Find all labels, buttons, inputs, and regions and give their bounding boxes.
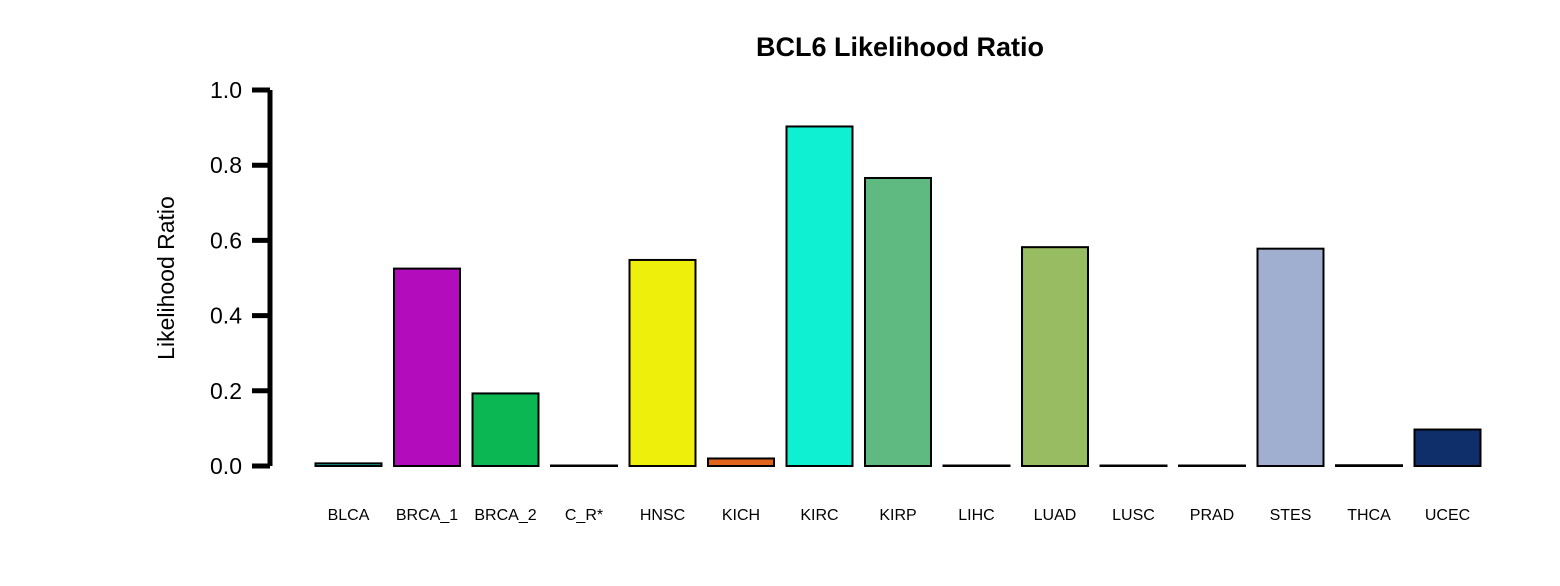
y-axis: 0.0 0.2 0.4 0.6 0.8 1.0: [210, 77, 273, 479]
x-tick-label: UCEC: [1425, 507, 1470, 524]
bar-blca: [314, 462, 383, 468]
y-tick-label: 0.6: [210, 227, 242, 253]
bar-brca-1: [393, 267, 461, 467]
bar-kich: [707, 457, 775, 468]
x-axis-labels: BLCA BRCA_1 BRCA_2 C_R* HNSC KICH KIRC KIRP LIHC…: [328, 507, 1471, 524]
bar-c-r: [550, 464, 618, 467]
bar-ucec: [1413, 428, 1482, 468]
bar-luad: [1021, 246, 1089, 467]
bar-prad: [1178, 464, 1246, 467]
bar-lusc: [1099, 464, 1168, 467]
bars: [314, 125, 1482, 468]
x-tick-label: BRCA_1: [396, 507, 458, 524]
y-tick-label: 1.0: [210, 77, 242, 103]
y-tick-label: 0.8: [210, 152, 242, 178]
bar-kirc: [785, 125, 854, 468]
chart-title: BCL6 Likelihood Ratio: [756, 32, 1044, 62]
bar-lihc: [942, 464, 1011, 467]
x-tick-label: KIRC: [800, 507, 838, 524]
bar-hnsc: [628, 258, 697, 467]
y-tick-label: 0.0: [210, 453, 242, 479]
x-tick-label: LIHC: [958, 507, 994, 524]
x-tick-label: KIRP: [879, 507, 916, 524]
y-axis-label: Likelihood Ratio: [153, 196, 179, 360]
y-tick-label: 0.4: [210, 303, 242, 329]
x-tick-label: THCA: [1347, 507, 1391, 524]
x-tick-label: PRAD: [1190, 507, 1234, 524]
x-tick-label: BRCA_2: [474, 507, 536, 524]
bar-brca-2: [471, 392, 540, 468]
x-tick-label: LUAD: [1034, 507, 1077, 524]
x-tick-label: LUSC: [1112, 507, 1155, 524]
x-tick-label: BLCA: [328, 507, 370, 524]
x-tick-label: HNSC: [640, 507, 685, 524]
x-tick-label: STES: [1270, 507, 1312, 524]
x-tick-label: C_R*: [565, 507, 603, 524]
bar-stes: [1256, 247, 1325, 467]
x-tick-label: KICH: [722, 507, 760, 524]
bar-kirp: [864, 176, 932, 467]
bar-thca: [1335, 464, 1403, 467]
y-tick-label: 0.2: [210, 378, 242, 404]
